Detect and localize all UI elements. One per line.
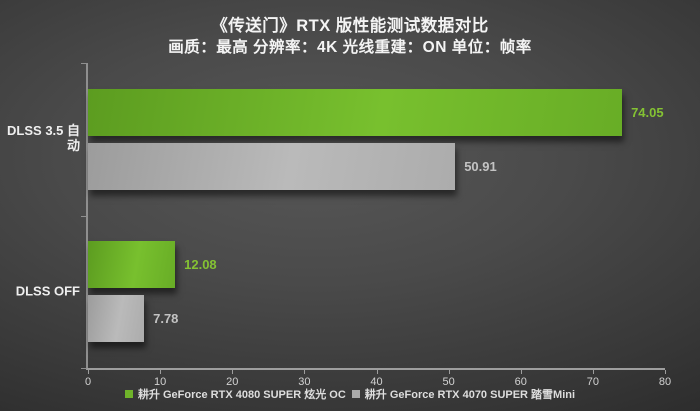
legend-swatch-icon: [124, 390, 133, 398]
x-axis-tick-label: 0: [84, 376, 92, 388]
x-axis-tick-label: 30: [298, 376, 311, 388]
x-axis-tick: [665, 370, 666, 374]
bar: [88, 142, 456, 190]
x-axis-tick-label: 60: [514, 376, 527, 388]
x-axis-tick: [448, 370, 450, 374]
chart-subtitle: 画质：最高 分辨率：4K 光线重建：ON 单位：帧率: [168, 39, 532, 56]
bar: [88, 295, 145, 343]
x-axis-line: [86, 368, 665, 370]
x-axis-tick-label: 10: [154, 376, 167, 388]
y-axis-line: [86, 63, 88, 370]
x-axis-tick: [88, 370, 89, 374]
bar-value-label: 74.05: [631, 104, 664, 120]
legend-item: 耕升 GeForce RTX 4070 SUPER 踏雪Mini: [351, 386, 576, 402]
plot-area: DLSS 3.5 自动 74.05 50.91 DLSS OFF 12.08 7.78 0…: [7, 63, 671, 388]
legend-item: 耕升 GeForce RTX 4080 SUPER 炫光 OC: [124, 386, 346, 402]
bar-group: DLSS OFF 12.08 7.78: [16, 216, 665, 369]
bar-row: 74.05: [88, 88, 665, 136]
x-axis-tick: [592, 370, 594, 374]
x-axis-tick: [520, 370, 522, 374]
x-axis-tick-label: 80: [658, 376, 672, 388]
chart-title: 《传送门》RTX 版性能测试数据对比: [211, 17, 489, 35]
legend: 耕升 GeForce RTX 4080 SUPER 炫光 OC 耕升 GeForc…: [0, 386, 700, 402]
bar-value-label: 50.91: [464, 158, 497, 174]
bar-value-label: 12.08: [184, 257, 217, 273]
bar-group: DLSS 3.5 自动 74.05 50.91: [7, 63, 665, 216]
legend-label: 耕升 GeForce RTX 4080 SUPER 炫光 OC: [137, 389, 346, 401]
bar-row: 50.91: [88, 142, 665, 190]
x-axis-tick: [376, 370, 378, 374]
bar: [88, 88, 623, 136]
category-label: DLSS OFF: [15, 283, 80, 299]
legend-label: 耕升 GeForce RTX 4070 SUPER 踏雪Mini: [364, 389, 576, 401]
bar-row: 12.08: [88, 241, 665, 289]
category-label: DLSS 3.5 自动: [7, 123, 80, 154]
category-boundary-tick: [81, 215, 87, 217]
x-axis-tick: [160, 370, 162, 374]
category-boundary-tick: [81, 63, 87, 64]
category-boundary-tick: [81, 368, 87, 369]
legend-swatch-icon: [351, 390, 360, 398]
bar-row: 7.78: [88, 295, 665, 343]
x-axis-tick-label: 20: [226, 376, 239, 388]
x-axis-tick: [304, 370, 306, 374]
x-axis-tick-label: 50: [442, 376, 455, 388]
bar-value-label: 7.78: [153, 311, 179, 327]
x-axis-tick-label: 70: [586, 376, 599, 388]
x-axis-tick-label: 40: [370, 376, 383, 388]
bar: [88, 241, 176, 289]
x-axis-tick: [232, 370, 234, 374]
